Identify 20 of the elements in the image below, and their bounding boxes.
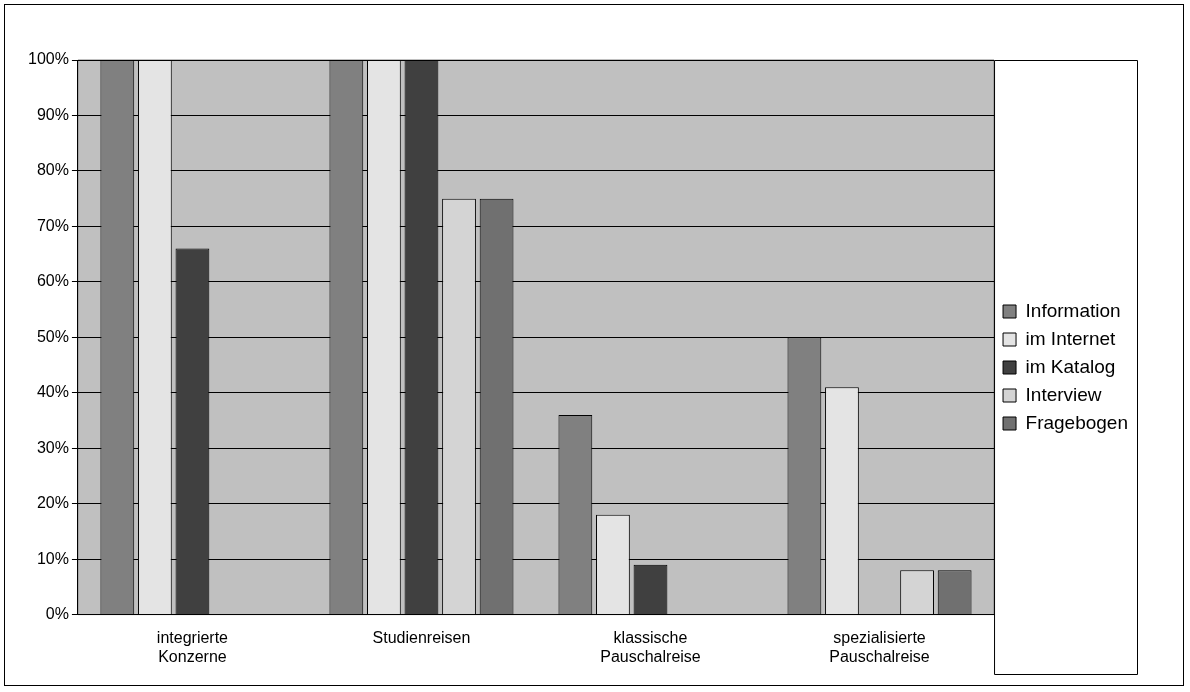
y-tick-label: 70% [36, 216, 69, 234]
x-tick-label: klassische Pauschalreise [600, 628, 701, 665]
y-tick-label: 60% [36, 272, 69, 290]
x-tick-label: Studienreisen [372, 628, 471, 646]
y-tick-label: 100% [28, 50, 69, 68]
y-tick-label: 30% [36, 438, 69, 456]
legend-label: im Katalog [1025, 355, 1116, 377]
y-tick-label: 80% [36, 161, 69, 179]
x-tick-label: spezialisierte Pauschalreise [829, 628, 930, 665]
y-tick-label: 40% [36, 383, 69, 401]
x-tick-label: integrierte Konzerne [156, 628, 229, 665]
y-tick-label: 10% [36, 549, 69, 567]
y-tick-label: 50% [36, 327, 69, 345]
legend-label: Interview [1025, 383, 1102, 405]
y-tick-label: 90% [36, 105, 69, 123]
legend-label: Information [1025, 299, 1121, 321]
y-tick-label: 0% [45, 605, 69, 623]
legend-label: im Internet [1025, 327, 1117, 349]
y-tick-label: 20% [36, 494, 69, 512]
legend-label: Fragebogen [1025, 411, 1128, 433]
